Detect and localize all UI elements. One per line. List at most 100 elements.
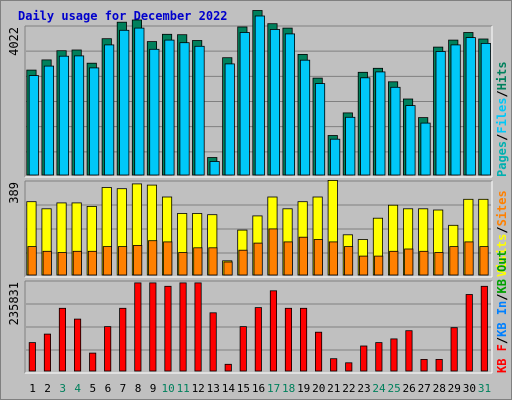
x-tick-label: 9 [150, 382, 157, 395]
bar-kb-f [330, 358, 338, 372]
x-tick-label: 2 [44, 382, 51, 395]
bar-sites [298, 236, 308, 276]
bar-files [179, 42, 190, 176]
bar-sites [268, 228, 278, 276]
bar-files [224, 63, 235, 176]
bar-kb-f [360, 345, 368, 372]
legend-bottom: KB F/KB In/KB Out [495, 250, 509, 373]
bar-kb-f [104, 326, 112, 372]
legend-entry: KB F [495, 344, 509, 373]
bar-kb-f [314, 331, 323, 372]
bar-sites [434, 252, 444, 276]
bar-files [254, 15, 265, 176]
legend-entry: KB In [495, 301, 509, 337]
bar-files [284, 33, 295, 176]
bar-kb-f [164, 285, 172, 372]
x-tick-label: 12 [192, 382, 205, 395]
bar-kb-f [58, 307, 66, 372]
x-tick-label: 31 [478, 382, 491, 395]
bar-kb-f [74, 318, 82, 372]
x-tick-label: 14 [222, 382, 236, 395]
bar-kb-f [420, 358, 428, 372]
x-tick-label: 28 [433, 382, 446, 395]
x-tick-label: 3 [59, 382, 66, 395]
x-tick-label: 18 [282, 382, 295, 395]
bar-sites [102, 246, 113, 276]
bar-kb-f [209, 312, 217, 372]
legend-separator: / [495, 337, 509, 344]
y-max-label: 389 [7, 182, 21, 204]
bar-sites [479, 246, 489, 276]
bar-sites [389, 250, 399, 276]
x-tick-label: 17 [267, 382, 280, 395]
x-tick-label: 20 [312, 382, 325, 395]
legend-separator: / [495, 226, 509, 233]
legend-entry: Visits [495, 234, 509, 277]
legend-top: Pages/Files/Hits [495, 61, 509, 177]
bar-files [119, 29, 130, 176]
bar-files [43, 65, 54, 176]
x-tick-label: 11 [177, 382, 190, 395]
x-tick-label: 10 [161, 382, 174, 395]
bar-sites [118, 246, 128, 276]
bar-sites [57, 252, 67, 276]
legend-separator: / [495, 294, 509, 301]
bar-files [450, 44, 461, 176]
bar-sites [283, 241, 293, 276]
bar-files [420, 122, 431, 176]
bar-files [239, 32, 250, 176]
y-max-label: 235831 [7, 282, 21, 325]
bar-kb-f [299, 307, 308, 372]
bar-sites [328, 241, 338, 276]
bar-files [149, 48, 160, 176]
bar-sites [238, 249, 248, 276]
bar-files [74, 55, 85, 176]
bar-kb-f [450, 327, 458, 372]
bar-files [435, 51, 446, 176]
bar-sites [449, 246, 459, 276]
bar-kb-f [405, 330, 413, 372]
x-tick-label: 21 [327, 382, 340, 395]
bar-sites [253, 242, 263, 276]
legend-middle: Visits/Sites [495, 190, 509, 277]
bar-kb-f [435, 358, 443, 372]
bar-kb-f [28, 342, 36, 372]
bar-kb-f [89, 352, 97, 372]
bar-sites [313, 239, 323, 276]
bar-files [58, 55, 69, 176]
legend-entry: Hits [495, 61, 509, 90]
bar-files [405, 105, 416, 176]
bar-sites [148, 240, 158, 276]
bar-kb-f [194, 282, 202, 372]
bar-kb-f [254, 307, 262, 372]
bar-files [209, 161, 220, 176]
bar-kb-f [390, 338, 398, 372]
bar-kb-f [345, 362, 353, 372]
chart-panels: 4022 389 235831 [7, 10, 493, 374]
bar-sites [464, 241, 474, 276]
bar-kb-f [239, 326, 247, 372]
bar-sites [178, 252, 188, 276]
x-tick-label: 30 [463, 382, 476, 395]
bar-sites [208, 247, 218, 276]
x-tick-label: 4 [74, 382, 81, 395]
legend-separator: / [495, 134, 509, 141]
legend-entry: Files [495, 98, 509, 134]
legend-entry: Sites [495, 190, 509, 226]
bar-sites [223, 261, 233, 276]
bar-sites [163, 241, 173, 276]
bar-sites [133, 244, 143, 276]
bar-sites [27, 246, 37, 276]
bar-kb-f [284, 307, 292, 372]
x-tick-label: 26 [402, 382, 415, 395]
panel-bottom: 235831 [7, 280, 493, 374]
bar-files [194, 45, 205, 176]
x-tick-label: 6 [105, 382, 112, 395]
bar-kb-f [480, 285, 488, 372]
bar-files [28, 75, 39, 176]
bar-files [164, 39, 175, 176]
bar-sites [72, 250, 82, 276]
panel-middle: 389 [7, 179, 493, 278]
y-max-label: 4022 [7, 27, 21, 56]
